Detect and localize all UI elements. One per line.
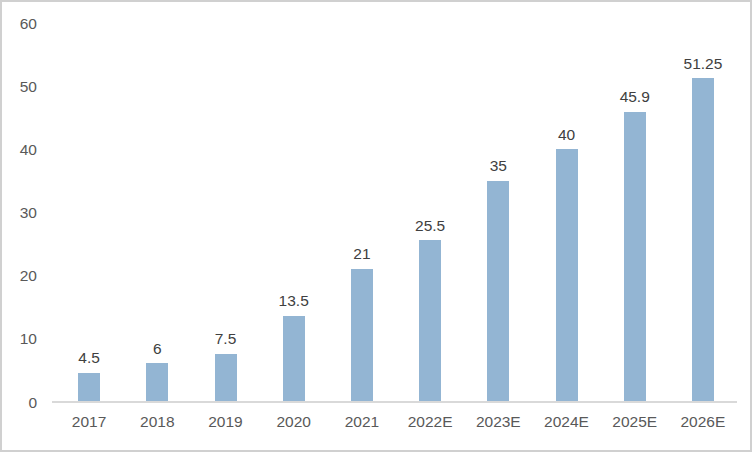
- y-axis: 0102030405060: [2, 23, 37, 402]
- bar-slot: 51.252026E: [669, 23, 737, 401]
- bar-value-label: 13.5: [249, 293, 339, 309]
- bar-chart: 0102030405060 4.52017620187.5201913.5202…: [0, 0, 752, 452]
- bar-value-label: 40: [522, 127, 612, 143]
- bar-slot: 212021: [328, 23, 396, 401]
- bar-slot: 25.52022E: [396, 23, 464, 401]
- bar: [556, 149, 578, 401]
- bar-slot: 45.92025E: [601, 23, 669, 401]
- bar: [419, 240, 441, 401]
- y-tick-label: 10: [2, 331, 37, 347]
- bar: [146, 363, 168, 401]
- bar: [78, 373, 100, 401]
- bar: [487, 181, 509, 402]
- plot-area: 4.52017620187.5201913.5202021202125.5202…: [55, 23, 737, 401]
- bar-value-label: 51.25: [658, 56, 748, 72]
- bar-value-label: 25.5: [385, 218, 475, 234]
- x-tick-label: 2026E: [658, 414, 748, 430]
- bar: [624, 112, 646, 401]
- bar-slot: 13.52020: [260, 23, 328, 401]
- bar: [692, 78, 714, 401]
- bar: [215, 354, 237, 401]
- y-tick-label: 0: [2, 394, 37, 410]
- bar-value-label: 7.5: [181, 331, 271, 347]
- y-tick-label: 40: [2, 142, 37, 158]
- bar-value-label: 45.9: [590, 89, 680, 105]
- y-tick-label: 60: [2, 15, 37, 31]
- bar-slot: 7.52019: [191, 23, 259, 401]
- bar: [351, 269, 373, 401]
- bar-slot: 352023E: [464, 23, 532, 401]
- x-axis-line: [52, 401, 737, 403]
- bar: [283, 316, 305, 401]
- bar-value-label: 21: [317, 246, 407, 262]
- y-tick-label: 30: [2, 205, 37, 221]
- y-tick-label: 20: [2, 268, 37, 284]
- y-tick-label: 50: [2, 78, 37, 94]
- bar-slot: 402024E: [532, 23, 600, 401]
- bar-value-label: 35: [453, 158, 543, 174]
